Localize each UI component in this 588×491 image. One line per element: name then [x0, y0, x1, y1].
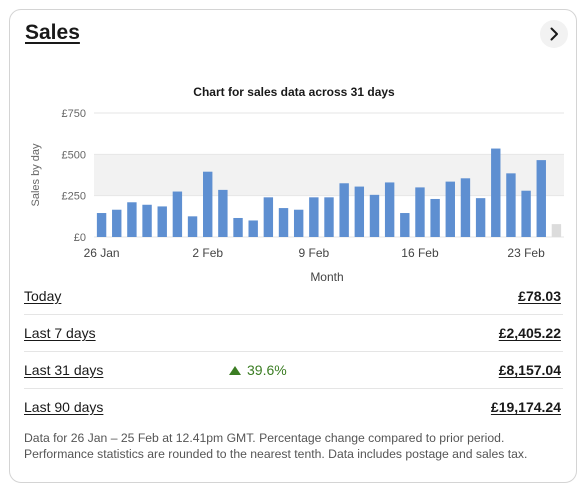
- sales-bar: [233, 217, 243, 237]
- sales-bar: [96, 213, 107, 237]
- x-axis-label: Month: [310, 270, 343, 284]
- sales-bar: [142, 204, 152, 237]
- today-value-link[interactable]: £78.03: [518, 288, 561, 304]
- last-7-days-link[interactable]: Last 7 days: [24, 325, 96, 341]
- percent-change-badge: 39.6%: [229, 362, 287, 378]
- triangle-up-icon: [229, 365, 241, 375]
- summary-row-last-31-days: Last 31 days 39.6% £8,157.04: [24, 352, 563, 389]
- sales-bar: [551, 224, 562, 237]
- sales-card: Sales Chart for sales data across 31 day…: [9, 9, 577, 483]
- last-31-days-value-link[interactable]: £8,157.04: [498, 362, 561, 378]
- chevron-right-icon: [550, 27, 558, 41]
- sales-bar: [460, 178, 471, 237]
- sales-bar-chart: £0 £250 £500 £750 26 Jan 2 Feb 9 Feb 16 Feb 23 F…: [30, 108, 564, 284]
- sales-bar: [218, 189, 228, 237]
- data-footnote: Data for 26 Jan – 25 Feb at 12.41pm GMT.…: [24, 431, 528, 461]
- last-7-days-value-link[interactable]: £2,405.22: [498, 325, 561, 341]
- sales-bar: [157, 206, 167, 237]
- sales-bar: [127, 202, 137, 237]
- sales-bar: [415, 187, 425, 237]
- summary-row-today: Today £78.03: [24, 278, 563, 315]
- x-tick-label: 9 Feb: [298, 246, 329, 260]
- plot-band: [94, 154, 564, 196]
- summary-row-last-7-days: Last 7 days £2,405.22: [24, 315, 563, 352]
- sales-bar: [309, 197, 319, 237]
- sales-bar: [536, 160, 546, 237]
- sales-bar: [354, 186, 365, 237]
- summary-row-last-90-days: Last 90 days £19,174.24: [24, 389, 563, 425]
- sales-bar: [384, 182, 395, 237]
- sales-bar: [112, 209, 122, 237]
- last-90-days-value-link[interactable]: £19,174.24: [490, 399, 561, 415]
- sales-bar: [339, 183, 349, 237]
- x-tick-label: 2 Feb: [192, 246, 223, 260]
- sales-bar: [445, 181, 455, 237]
- sales-bar: [293, 209, 304, 237]
- chart-title: Chart for sales data across 31 days: [193, 85, 395, 99]
- sales-bar: [203, 171, 213, 237]
- y-tick-label: £250: [62, 191, 86, 203]
- sales-bar: [491, 148, 501, 237]
- sales-bar: [172, 191, 183, 237]
- today-link[interactable]: Today: [24, 288, 62, 304]
- last-31-days-link[interactable]: Last 31 days: [24, 362, 104, 378]
- y-tick-label: £0: [74, 232, 86, 244]
- y-tick-label: £500: [62, 149, 86, 161]
- sales-bar: [506, 173, 516, 237]
- sales-title-link[interactable]: Sales: [25, 21, 80, 44]
- open-sales-button[interactable]: [540, 20, 568, 48]
- last-90-days-link[interactable]: Last 90 days: [24, 399, 104, 415]
- x-tick-label: 16 Feb: [401, 246, 439, 260]
- percent-change-value: 39.6%: [247, 362, 287, 378]
- x-tick-label: 26 Jan: [84, 246, 120, 260]
- y-tick-label: £750: [62, 108, 86, 120]
- y-axis-label: Sales by day: [30, 143, 42, 206]
- sales-bar: [369, 194, 380, 237]
- sales-bar: [187, 216, 198, 237]
- sales-bar: [430, 198, 440, 237]
- sales-bar: [278, 208, 289, 237]
- sales-bar: [475, 198, 486, 237]
- x-tick-label: 23 Feb: [507, 246, 545, 260]
- sales-bar: [324, 197, 334, 237]
- sales-bar: [263, 197, 274, 237]
- sales-bar: [521, 190, 531, 237]
- sales-summary-list: Today £78.03 Last 7 days £2,405.22 Last …: [24, 278, 563, 425]
- sales-bar: [400, 213, 410, 237]
- sales-bar: [248, 220, 258, 237]
